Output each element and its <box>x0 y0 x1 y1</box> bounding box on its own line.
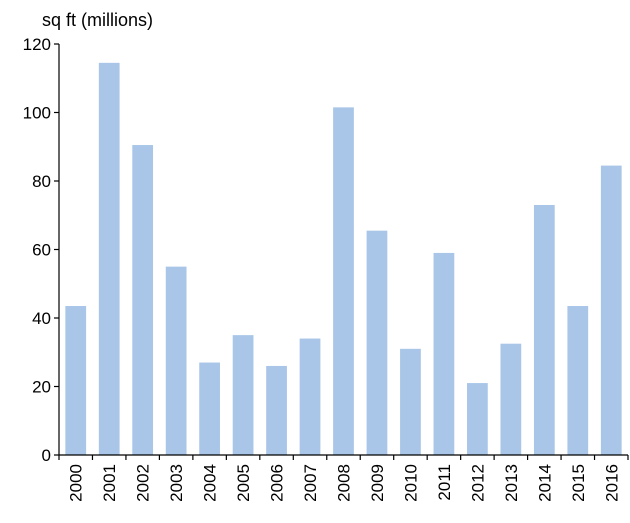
x-tick-label-2009: 2009 <box>368 464 387 502</box>
y-tick-label-20: 20 <box>32 378 51 397</box>
bars-layer <box>65 62 622 456</box>
x-tick-label-2011: 2011 <box>435 464 454 501</box>
bar-2010 <box>400 348 421 455</box>
x-ticks-layer: 2000 2001 2002 2003 2004 2005 2006 2007 2008 2009… <box>58 455 629 502</box>
x-tick-label-2006: 2006 <box>268 464 287 502</box>
bar-2001 <box>98 62 120 456</box>
bar-2009 <box>366 230 388 455</box>
x-tick-label-2004: 2004 <box>201 464 220 502</box>
y-tick-label-80: 80 <box>32 172 51 191</box>
x-tick-label-2015: 2015 <box>569 464 588 502</box>
x-tick-label-2007: 2007 <box>301 464 320 502</box>
bar-2004 <box>199 362 220 455</box>
bar-2007 <box>299 338 321 455</box>
y-tick-label-120: 120 <box>23 35 51 54</box>
bar-2014 <box>533 204 555 455</box>
y-tick-label-100: 100 <box>23 104 51 123</box>
y-ticks-layer: 0 20 40 60 80 100 120 <box>23 35 59 465</box>
bar-2011 <box>433 252 455 455</box>
x-tick-label-2012: 2012 <box>468 464 487 502</box>
x-tick-label-2014: 2014 <box>535 464 554 502</box>
x-tick-label-2003: 2003 <box>167 464 186 502</box>
y-tick-label-40: 40 <box>32 309 51 328</box>
bar-2005 <box>232 335 254 456</box>
bar-2016 <box>600 165 622 455</box>
bar-2000 <box>65 306 87 455</box>
bar-2013 <box>500 343 522 455</box>
x-tick-label-2010: 2010 <box>401 464 420 502</box>
x-tick-label-2008: 2008 <box>335 464 354 502</box>
x-tick-label-2005: 2005 <box>234 464 253 502</box>
bar-2003 <box>165 266 187 456</box>
bar-2008 <box>333 107 354 456</box>
bar-2006 <box>266 365 287 455</box>
bar-2015 <box>567 306 589 455</box>
x-tick-label-2000: 2000 <box>67 464 86 502</box>
x-tick-label-2013: 2013 <box>502 464 521 502</box>
y-tick-label-0: 0 <box>42 446 51 465</box>
y-axis-title: sq ft (millions) <box>42 10 153 30</box>
x-tick-label-2002: 2002 <box>134 464 153 502</box>
y-tick-label-60: 60 <box>32 241 51 260</box>
x-tick-label-2001: 2001 <box>100 464 119 502</box>
bar-2002 <box>132 145 154 456</box>
bar-2012 <box>467 383 488 455</box>
x-tick-label-2016: 2016 <box>602 464 621 502</box>
